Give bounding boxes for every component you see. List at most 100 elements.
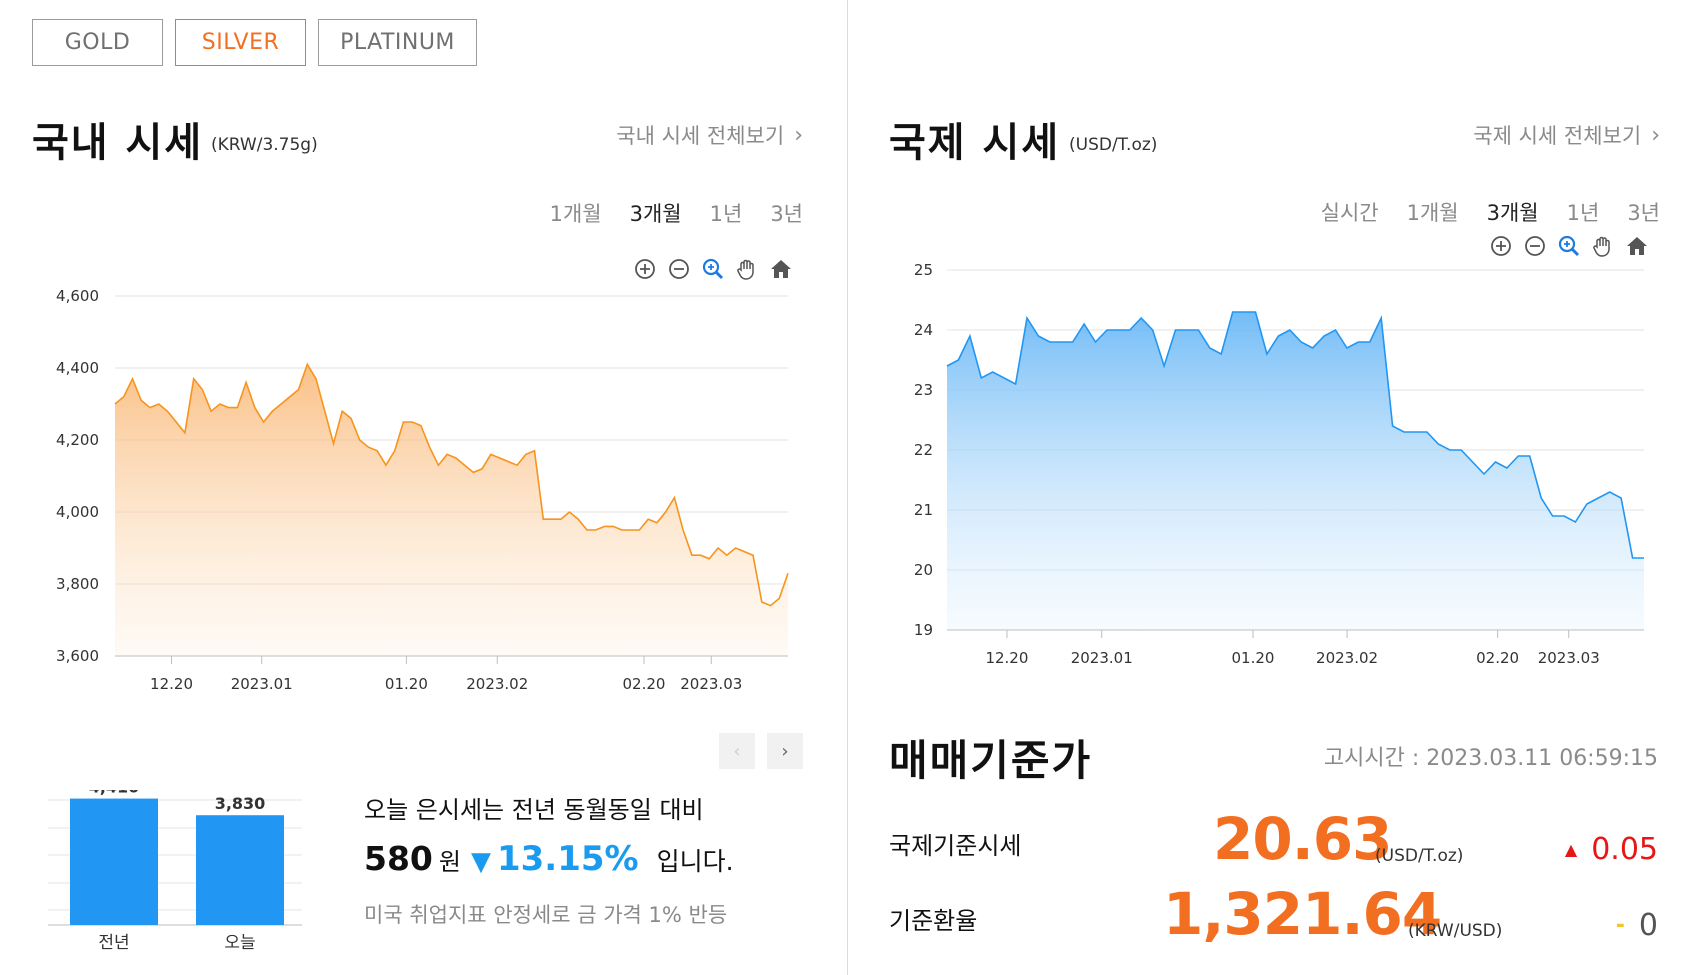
yoy-summary: 오늘 은시세는 전년 동월동일 대비 580 원 ▼ 13.15% 입니다. 미… [364, 790, 804, 929]
tab-platinum[interactable]: PLATINUM [318, 19, 477, 66]
x-tick-label: 2023.02 [1316, 649, 1378, 667]
x-tick-label: 02.20 [623, 675, 666, 693]
bar-category-label: 오늘 [224, 933, 255, 953]
change-percent: 13.15% [496, 839, 639, 879]
x-tick-label: 2023.02 [466, 675, 528, 693]
yoy-bar-chart: 4,410 전년 3,830 오늘 [48, 790, 302, 953]
bar-value-label: 4,410 [89, 790, 140, 797]
down-arrow-icon: ▼ [470, 847, 491, 877]
y-tick-label: 3,600 [56, 647, 99, 665]
international-period-1y[interactable]: 1년 [1566, 201, 1600, 225]
tab-gold[interactable]: GOLD [32, 19, 163, 66]
magnifier-icon[interactable] [700, 256, 725, 281]
y-tick-label: 24 [914, 321, 933, 339]
series-line [946, 311, 1644, 559]
next-page-button[interactable]: › [767, 733, 803, 769]
domestic-chart-tools [632, 256, 793, 281]
x-tick-label: 02.20 [1476, 649, 1519, 667]
tab-silver[interactable]: SILVER [175, 19, 306, 66]
international-unit: (USD/T.oz) [1069, 135, 1158, 155]
prev-page-button[interactable]: ‹ [719, 733, 755, 769]
domestic-title: 국내 시세 [32, 120, 204, 166]
y-tick-label: 23 [914, 381, 933, 399]
chevron-right-icon: › [1651, 122, 1660, 148]
x-tick-label: 12.20 [985, 649, 1028, 667]
notice-time: 고시시간 : 2023.03.11 06:59:15 [1324, 740, 1658, 772]
metal-tabs: GOLD SILVER PLATINUM [32, 19, 477, 66]
home-icon[interactable] [1624, 233, 1649, 258]
unchanged-dash-icon: - [1615, 913, 1625, 938]
x-tick-label: 2023.01 [1071, 649, 1133, 667]
international-title: 국제 시세 [889, 120, 1061, 166]
series-area [947, 312, 1644, 630]
x-tick-label: 2023.03 [680, 675, 742, 693]
domestic-period-3y[interactable]: 3년 [770, 202, 803, 226]
x-tick-label: 2023.03 [1538, 649, 1600, 667]
exchange-rate-label: 기준환율 [889, 907, 978, 935]
intl-standard-label: 국제기준시세 [889, 832, 1022, 860]
exchange-rate-change-value: 0 [1638, 908, 1658, 943]
change-amount: 580 [364, 839, 433, 878]
bar-today [196, 815, 284, 925]
international-price-chart: 19 20 21 22 23 24 25 12.20 2023.01 01.20 2023.02 0… [914, 261, 1645, 667]
chevron-right-icon: › [794, 122, 803, 148]
pan-hand-icon[interactable] [734, 256, 759, 281]
up-triangle-icon: ▲ [1564, 840, 1578, 859]
zoom-out-icon[interactable] [666, 256, 691, 281]
domestic-period-1m[interactable]: 1개월 [549, 202, 602, 226]
series-area [115, 364, 788, 656]
x-tick-label: 12.20 [150, 675, 193, 693]
series-line [114, 362, 789, 607]
standard-price-title: 매매기준가 [889, 736, 1093, 785]
bar-value-label: 3,830 [215, 794, 266, 813]
domestic-period-1y[interactable]: 1년 [709, 202, 743, 226]
magnifier-icon[interactable] [1556, 233, 1581, 258]
news-headline-link[interactable]: 미국 취업지표 안정세로 금 가격 1% 반등 [364, 903, 728, 927]
y-tick-label: 21 [914, 501, 933, 519]
exchange-rate-change: - 0 [1616, 908, 1658, 943]
domestic-period-3m[interactable]: 3개월 [629, 202, 682, 226]
bar-category-label: 전년 [98, 933, 129, 953]
international-period-realtime[interactable]: 실시간 [1320, 201, 1379, 225]
international-view-all-link[interactable]: 국제 시세 전체보기 › [1473, 120, 1660, 150]
international-period-3m[interactable]: 3개월 [1486, 201, 1539, 225]
summary-tail: 입니다. [656, 847, 734, 876]
bar-last-year [70, 798, 158, 925]
y-tick-label: 22 [914, 441, 933, 459]
column-divider [847, 0, 848, 975]
y-tick-label: 4,200 [56, 431, 99, 449]
intl-standard-unit: (USD/T.oz) [1375, 846, 1464, 866]
x-tick-label: 01.20 [1232, 649, 1275, 667]
intl-standard-change: ▲ 0.05 [1565, 832, 1658, 867]
international-period-selector: 실시간 1개월 3개월 1년 3년 [1321, 197, 1660, 227]
intl-standard-value: 20.63 [1213, 805, 1392, 873]
domestic-view-all-label: 국내 시세 전체보기 [616, 124, 785, 148]
change-currency: 원 [438, 848, 461, 876]
intl-standard-change-value: 0.05 [1591, 832, 1658, 867]
international-period-1m[interactable]: 1개월 [1406, 201, 1459, 225]
home-icon[interactable] [768, 256, 793, 281]
zoom-out-icon[interactable] [1522, 233, 1547, 258]
summary-change: 580 원 ▼ 13.15% 입니다. [364, 839, 804, 879]
y-tick-label: 3,800 [56, 575, 99, 593]
y-tick-label: 4,000 [56, 503, 99, 521]
domestic-view-all-link[interactable]: 국내 시세 전체보기 › [616, 120, 803, 150]
pan-hand-icon[interactable] [1590, 233, 1615, 258]
zoom-in-icon[interactable] [632, 256, 657, 281]
y-tick-label: 19 [914, 621, 933, 639]
y-tick-label: 20 [914, 561, 933, 579]
domestic-period-selector: 1개월 3개월 1년 3년 [550, 198, 803, 228]
domestic-unit: (KRW/3.75g) [211, 135, 318, 155]
international-chart-tools [1488, 233, 1649, 258]
x-tick-label: 01.20 [385, 675, 428, 693]
y-tick-label: 4,400 [56, 359, 99, 377]
exchange-rate-value: 1,321.64 [1163, 880, 1442, 948]
international-period-3y[interactable]: 3년 [1627, 201, 1660, 225]
notice-timestamp: 2023.03.11 06:59:15 [1426, 746, 1658, 771]
exchange-rate-unit: (KRW/USD) [1408, 921, 1503, 941]
international-view-all-label: 국제 시세 전체보기 [1473, 124, 1642, 148]
summary-line: 오늘 은시세는 전년 동월동일 대비 [364, 796, 704, 824]
y-tick-label: 25 [914, 261, 933, 279]
x-tick-label: 2023.01 [231, 675, 293, 693]
zoom-in-icon[interactable] [1488, 233, 1513, 258]
